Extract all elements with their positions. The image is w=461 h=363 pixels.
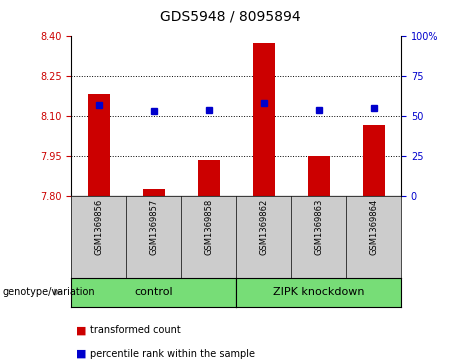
Text: ZIPK knockdown: ZIPK knockdown (273, 287, 364, 297)
Text: control: control (135, 287, 173, 297)
Bar (88, 94, 110, 196)
Text: GSM1369862: GSM1369862 (259, 199, 268, 255)
Bar (307, 156, 330, 196)
Bar (143, 189, 165, 196)
Bar (363, 126, 384, 196)
Text: GSM1369864: GSM1369864 (369, 199, 378, 255)
Text: GSM1369858: GSM1369858 (204, 199, 213, 255)
Text: ■: ■ (76, 325, 87, 335)
Text: GDS5948 / 8095894: GDS5948 / 8095894 (160, 9, 301, 23)
Bar (198, 160, 220, 196)
Text: ■: ■ (76, 349, 87, 359)
Text: genotype/variation: genotype/variation (2, 287, 95, 297)
Text: transformed count: transformed count (90, 325, 181, 335)
Bar (253, 43, 275, 196)
Text: percentile rank within the sample: percentile rank within the sample (90, 349, 255, 359)
Text: GSM1369863: GSM1369863 (314, 199, 323, 255)
Text: GSM1369857: GSM1369857 (149, 199, 159, 255)
Text: GSM1369856: GSM1369856 (95, 199, 103, 255)
